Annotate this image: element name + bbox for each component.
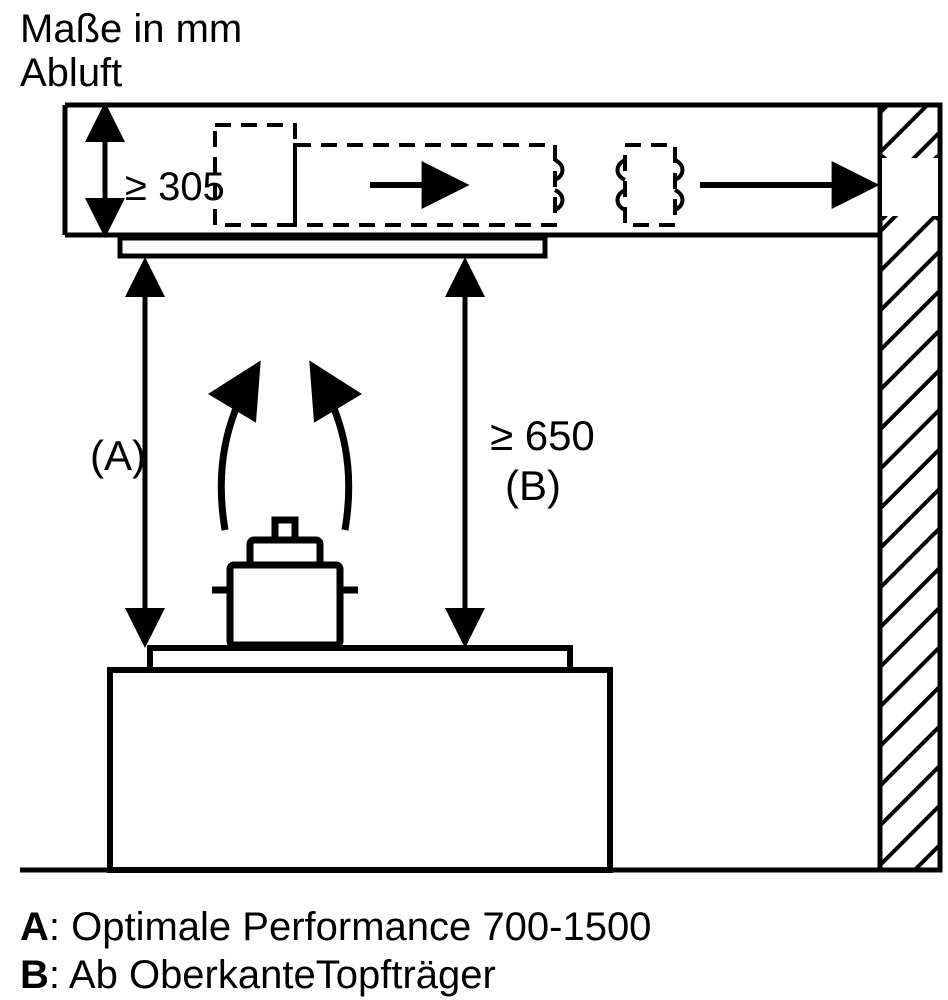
- title-line-2: Abluft: [20, 51, 122, 95]
- dim-a: (A): [90, 265, 146, 640]
- svg-text:(B): (B): [505, 462, 561, 509]
- legend-b: B: Ab OberkanteTopfträger: [20, 953, 496, 997]
- installation-diagram: Maße in mm Abluft ≥ 30: [0, 0, 948, 1000]
- legend-a: A: Optimale Performance 700-1500: [20, 905, 651, 949]
- title-line-1: Maße in mm: [20, 7, 242, 51]
- dim-b: ≥ 650 (B): [465, 265, 595, 640]
- svg-text:≥ 650: ≥ 650: [490, 412, 595, 459]
- wall-hatched: [880, 105, 940, 870]
- hood-plate: [120, 238, 545, 256]
- countertop: [110, 648, 610, 870]
- hood-body-dashed: [215, 125, 683, 225]
- dim-cavity-height: ≥ 305: [105, 110, 225, 230]
- svg-text:≥ 305: ≥ 305: [125, 165, 225, 209]
- svg-text:(A): (A): [90, 432, 146, 479]
- steam-arrows: [221, 370, 349, 530]
- pot-icon: [212, 520, 358, 645]
